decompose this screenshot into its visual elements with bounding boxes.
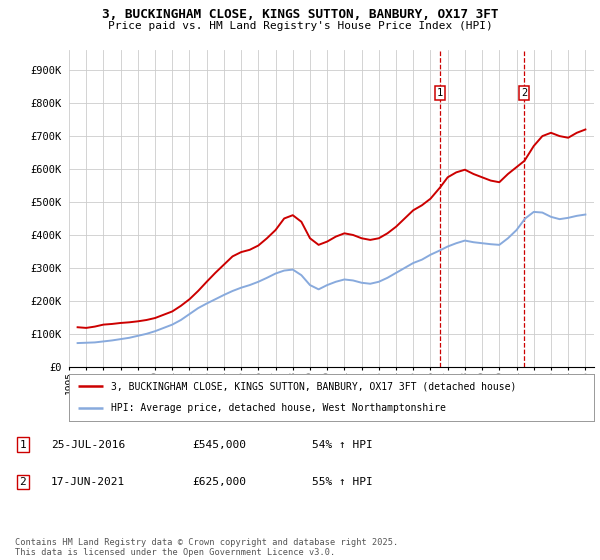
Text: 25-JUL-2016: 25-JUL-2016 bbox=[51, 440, 125, 450]
Text: 2: 2 bbox=[19, 477, 26, 487]
Text: 3, BUCKINGHAM CLOSE, KINGS SUTTON, BANBURY, OX17 3FT (detached house): 3, BUCKINGHAM CLOSE, KINGS SUTTON, BANBU… bbox=[111, 381, 517, 391]
Text: 55% ↑ HPI: 55% ↑ HPI bbox=[312, 477, 373, 487]
Text: 1: 1 bbox=[437, 88, 443, 98]
Text: Price paid vs. HM Land Registry's House Price Index (HPI): Price paid vs. HM Land Registry's House … bbox=[107, 21, 493, 31]
Text: 3, BUCKINGHAM CLOSE, KINGS SUTTON, BANBURY, OX17 3FT: 3, BUCKINGHAM CLOSE, KINGS SUTTON, BANBU… bbox=[102, 8, 498, 21]
Text: Contains HM Land Registry data © Crown copyright and database right 2025.
This d: Contains HM Land Registry data © Crown c… bbox=[15, 538, 398, 557]
Text: £625,000: £625,000 bbox=[192, 477, 246, 487]
Text: HPI: Average price, detached house, West Northamptonshire: HPI: Average price, detached house, West… bbox=[111, 403, 446, 413]
Text: 1: 1 bbox=[19, 440, 26, 450]
Text: 54% ↑ HPI: 54% ↑ HPI bbox=[312, 440, 373, 450]
Text: 17-JUN-2021: 17-JUN-2021 bbox=[51, 477, 125, 487]
Text: 2: 2 bbox=[521, 88, 527, 98]
Text: £545,000: £545,000 bbox=[192, 440, 246, 450]
